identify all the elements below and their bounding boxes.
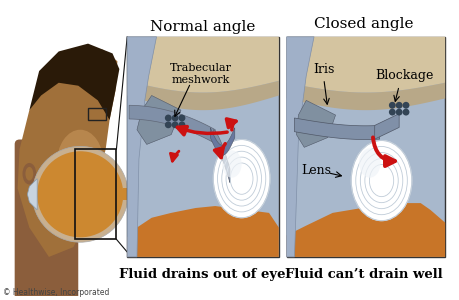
Polygon shape — [28, 178, 37, 210]
Text: Closed angle: Closed angle — [313, 17, 413, 31]
Ellipse shape — [37, 151, 123, 237]
Circle shape — [164, 115, 171, 122]
Ellipse shape — [122, 188, 140, 200]
Polygon shape — [17, 50, 117, 257]
Circle shape — [402, 102, 409, 109]
Polygon shape — [29, 44, 119, 120]
Polygon shape — [286, 37, 313, 257]
Ellipse shape — [25, 167, 33, 181]
Polygon shape — [374, 114, 398, 139]
Text: Fluid drains out of eye: Fluid drains out of eye — [119, 268, 285, 281]
Ellipse shape — [358, 148, 380, 178]
Polygon shape — [286, 37, 444, 92]
Text: Lens: Lens — [300, 164, 330, 177]
Text: Fluid can’t drain well: Fluid can’t drain well — [285, 268, 442, 281]
Circle shape — [388, 109, 395, 116]
Bar — [88, 108, 106, 120]
Polygon shape — [127, 37, 156, 257]
Polygon shape — [127, 37, 278, 92]
Polygon shape — [286, 83, 444, 110]
Text: Iris: Iris — [313, 63, 334, 76]
Circle shape — [388, 102, 395, 109]
Text: Blockage: Blockage — [374, 69, 432, 82]
Circle shape — [164, 122, 171, 128]
Circle shape — [171, 115, 178, 122]
Bar — [123, 188, 143, 200]
Bar — [286, 37, 444, 257]
Text: Normal angle: Normal angle — [150, 20, 255, 34]
Ellipse shape — [32, 146, 128, 242]
Circle shape — [395, 102, 402, 109]
Polygon shape — [129, 105, 215, 143]
Polygon shape — [137, 95, 180, 144]
Text: © Healthwise, Incorporated: © Healthwise, Incorporated — [3, 288, 109, 297]
Polygon shape — [210, 128, 234, 155]
Ellipse shape — [213, 140, 269, 218]
Bar — [127, 37, 278, 257]
Polygon shape — [127, 206, 278, 257]
Ellipse shape — [222, 150, 241, 178]
FancyBboxPatch shape — [15, 140, 78, 300]
Ellipse shape — [351, 140, 411, 221]
Ellipse shape — [22, 163, 36, 184]
Circle shape — [178, 122, 185, 128]
Text: Trabecular
meshwork: Trabecular meshwork — [169, 63, 231, 85]
Polygon shape — [286, 203, 444, 257]
Polygon shape — [294, 118, 379, 140]
Circle shape — [395, 109, 402, 116]
Circle shape — [178, 115, 185, 122]
Circle shape — [171, 122, 178, 128]
Bar — [75, 149, 116, 239]
Circle shape — [402, 109, 409, 116]
Ellipse shape — [56, 130, 103, 198]
Polygon shape — [127, 81, 278, 110]
Polygon shape — [213, 130, 230, 183]
Polygon shape — [296, 100, 335, 147]
